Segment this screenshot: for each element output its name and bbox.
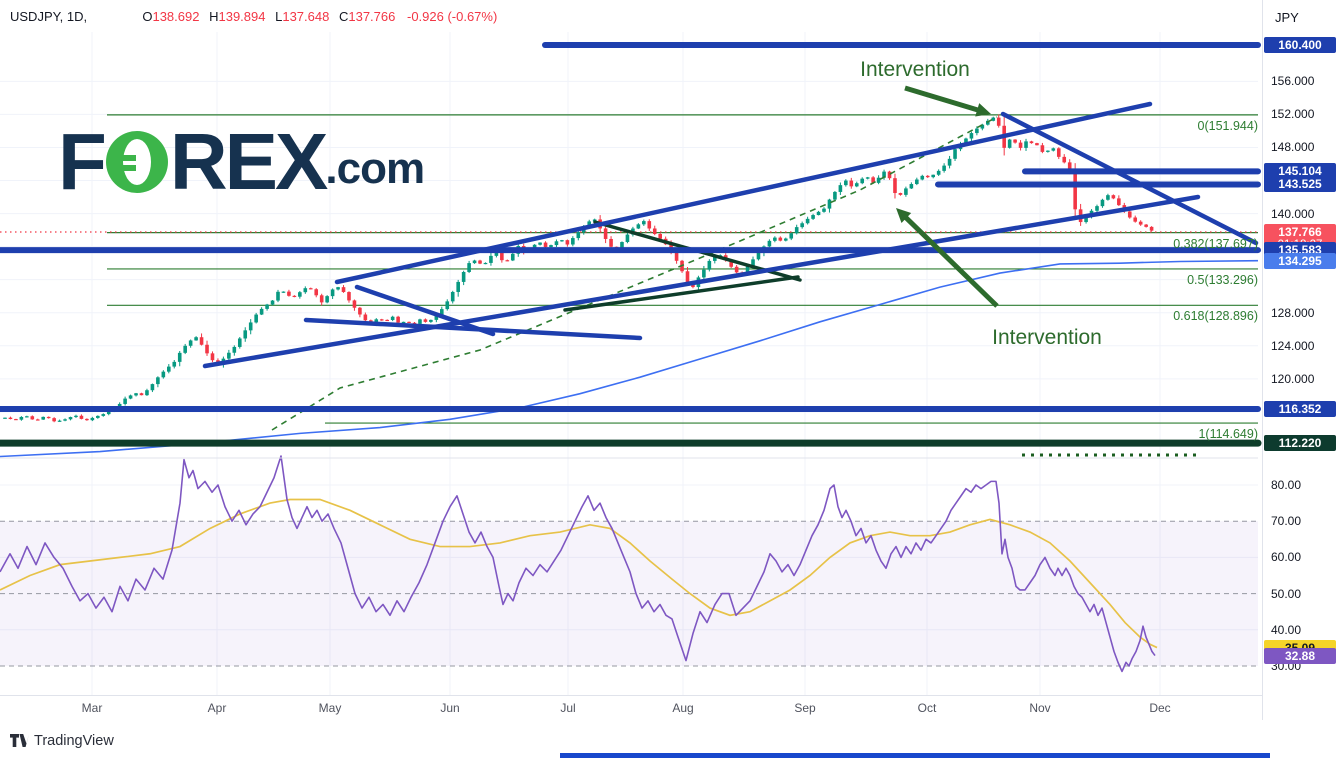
symbol-name[interactable]: USDJPY (10, 9, 60, 24)
flag-line-a (354, 284, 496, 337)
month-label: Dec (1149, 701, 1171, 715)
fib-label: 0.5(133.296) (1187, 272, 1258, 287)
change-value: -0.926 (-0.67%) (406, 9, 498, 24)
rsi-tick: 40.00 (1271, 622, 1302, 637)
tradingview-logo[interactable]: TradingView (10, 733, 114, 749)
close-value: 137.766 (348, 9, 396, 24)
logo-o-icon (105, 131, 168, 193)
logo-letters-rex: REX (169, 117, 328, 206)
month-label: May (318, 701, 342, 715)
intervention-label-top: Intervention (860, 58, 970, 81)
price-badge: 145.104 (1264, 163, 1336, 180)
fib-label: 0.618(128.896) (1173, 309, 1258, 324)
rsi-tick: 70.00 (1271, 514, 1302, 529)
downtrend-from-top (1000, 111, 1259, 246)
price-tick: 140.000 (1271, 206, 1315, 221)
rsi-tick: 60.00 (1271, 550, 1302, 565)
price-badge: 112.220 (1264, 435, 1336, 452)
symbol-header[interactable]: USDJPY, 1D, O138.692 H139.894 L137.648 C… (10, 9, 498, 24)
timeframe[interactable]: 1D, (66, 9, 88, 24)
month-label: Mar (81, 701, 103, 715)
fib-label: 0(151.944) (1197, 118, 1258, 133)
rsi-tick: 80.00 (1271, 478, 1302, 492)
intervention-label-bottom: Intervention (992, 326, 1102, 349)
price-tick: 124.000 (1271, 338, 1315, 353)
price-badge: 116.352 (1264, 400, 1336, 417)
rsi-badge: 32.88 (1264, 647, 1336, 664)
logo-dot-com: .com (325, 144, 425, 193)
price-tick: 152.000 (1271, 107, 1315, 122)
month-label: Nov (1029, 701, 1051, 715)
logo-letter-f: F (58, 117, 107, 206)
price-tick: 120.000 (1271, 371, 1315, 386)
channel-lower (202, 194, 1201, 369)
month-label: Jul (560, 701, 576, 715)
month-label: Sep (794, 701, 816, 715)
price-tick: 128.000 (1271, 305, 1315, 320)
high-value: 139.894 (218, 9, 266, 24)
tradingview-text: TradingView (34, 733, 114, 749)
wedge-lower (563, 275, 800, 312)
tradingview-icon (10, 733, 29, 747)
price-axis[interactable]: JPY 156.000 152.000 148.000 140.000 128.000 1… (1262, 0, 1343, 720)
month-label: Jun (440, 701, 460, 715)
axis-currency-label: JPY (1275, 10, 1299, 25)
month-label: Apr (207, 701, 227, 715)
price-badge: 134.295 (1264, 252, 1336, 269)
month-label: Aug (672, 701, 694, 715)
price-badge: 160.400 (1264, 37, 1336, 53)
open-value: 138.692 (152, 9, 200, 24)
time-axis[interactable]: Mar Apr May Jun Jul Aug Sep Oct Nov Dec (0, 695, 1262, 721)
price-tick: 148.000 (1271, 140, 1315, 155)
channel-upper (334, 101, 1153, 285)
price-badge: 143.525 (1264, 176, 1336, 193)
month-label: Oct (917, 701, 937, 715)
low-value: 137.648 (282, 9, 330, 24)
price-tick: 156.000 (1271, 74, 1315, 89)
fib-label: 1(114.649) (1198, 427, 1258, 442)
bottom-scrollbar[interactable] (560, 753, 1270, 758)
fib-label: 0.382(137.697) (1173, 236, 1258, 251)
flag-line-b (303, 317, 643, 341)
forex-com-logo: F REX .com (58, 117, 425, 206)
rsi-tick: 50.00 (1271, 586, 1302, 601)
